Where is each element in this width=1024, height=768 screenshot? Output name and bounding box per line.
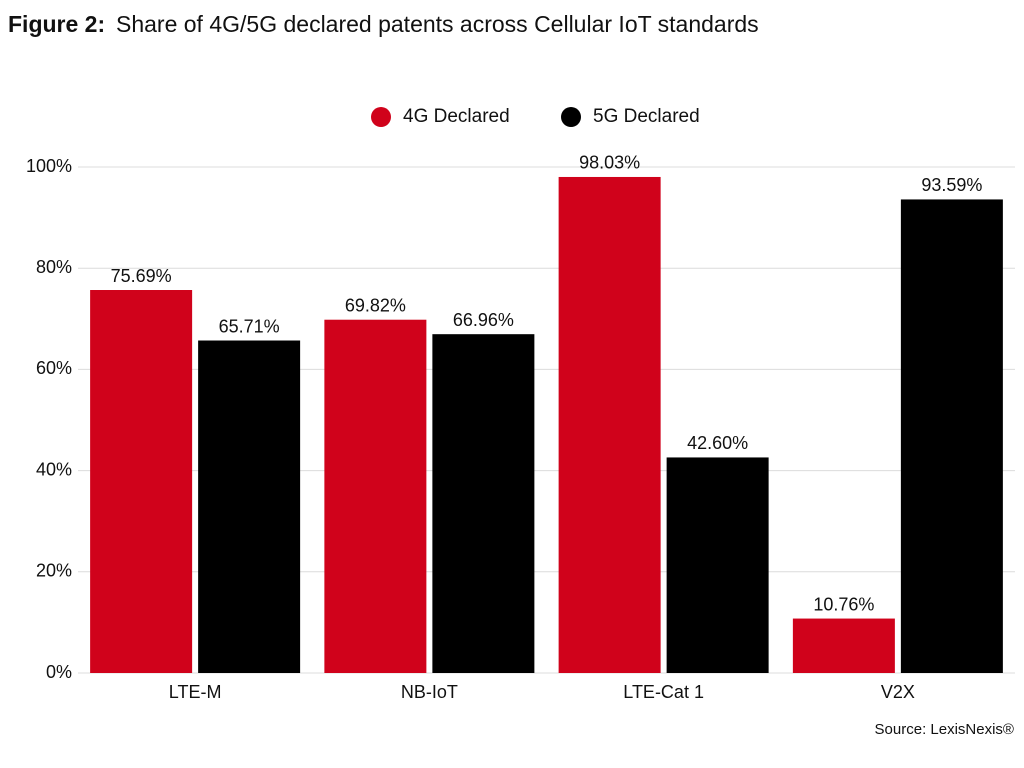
bar	[324, 319, 427, 673]
value-label: 93.59%	[921, 175, 982, 195]
value-label: 98.03%	[579, 153, 640, 173]
bar	[792, 618, 895, 673]
bar	[198, 340, 301, 673]
y-tick-label: 100%	[26, 156, 72, 176]
y-tick-label: 20%	[36, 561, 72, 581]
source-note: Source: LexisNexis®	[875, 721, 1014, 738]
title-label: Figure 2:	[8, 11, 105, 37]
x-tick-label: NB-IoT	[401, 682, 458, 702]
value-label: 65.71%	[219, 316, 280, 336]
x-tick-label: LTE-M	[169, 682, 222, 702]
value-label: 69.82%	[345, 295, 406, 315]
legend-label: 5G Declared	[593, 106, 700, 127]
value-label: 75.69%	[111, 266, 172, 286]
y-tick-label: 80%	[36, 257, 72, 277]
value-label: 10.76%	[813, 594, 874, 614]
legend-swatch	[371, 107, 391, 127]
x-tick-label: V2X	[881, 682, 915, 702]
bar	[900, 199, 1003, 673]
bar	[432, 334, 535, 673]
bar	[558, 176, 661, 673]
chart-title: Share of 4G/5G declared patents across C…	[116, 11, 759, 37]
value-label: 42.60%	[687, 433, 748, 453]
x-tick-label: LTE-Cat 1	[623, 682, 704, 702]
legend-swatch	[561, 107, 581, 127]
y-tick-label: 0%	[46, 662, 72, 682]
y-tick-label: 60%	[36, 358, 72, 378]
value-label: 66.96%	[453, 310, 514, 330]
y-tick-label: 40%	[36, 459, 72, 479]
bar	[666, 457, 769, 673]
bar	[90, 290, 193, 673]
legend-label: 4G Declared	[403, 106, 510, 127]
